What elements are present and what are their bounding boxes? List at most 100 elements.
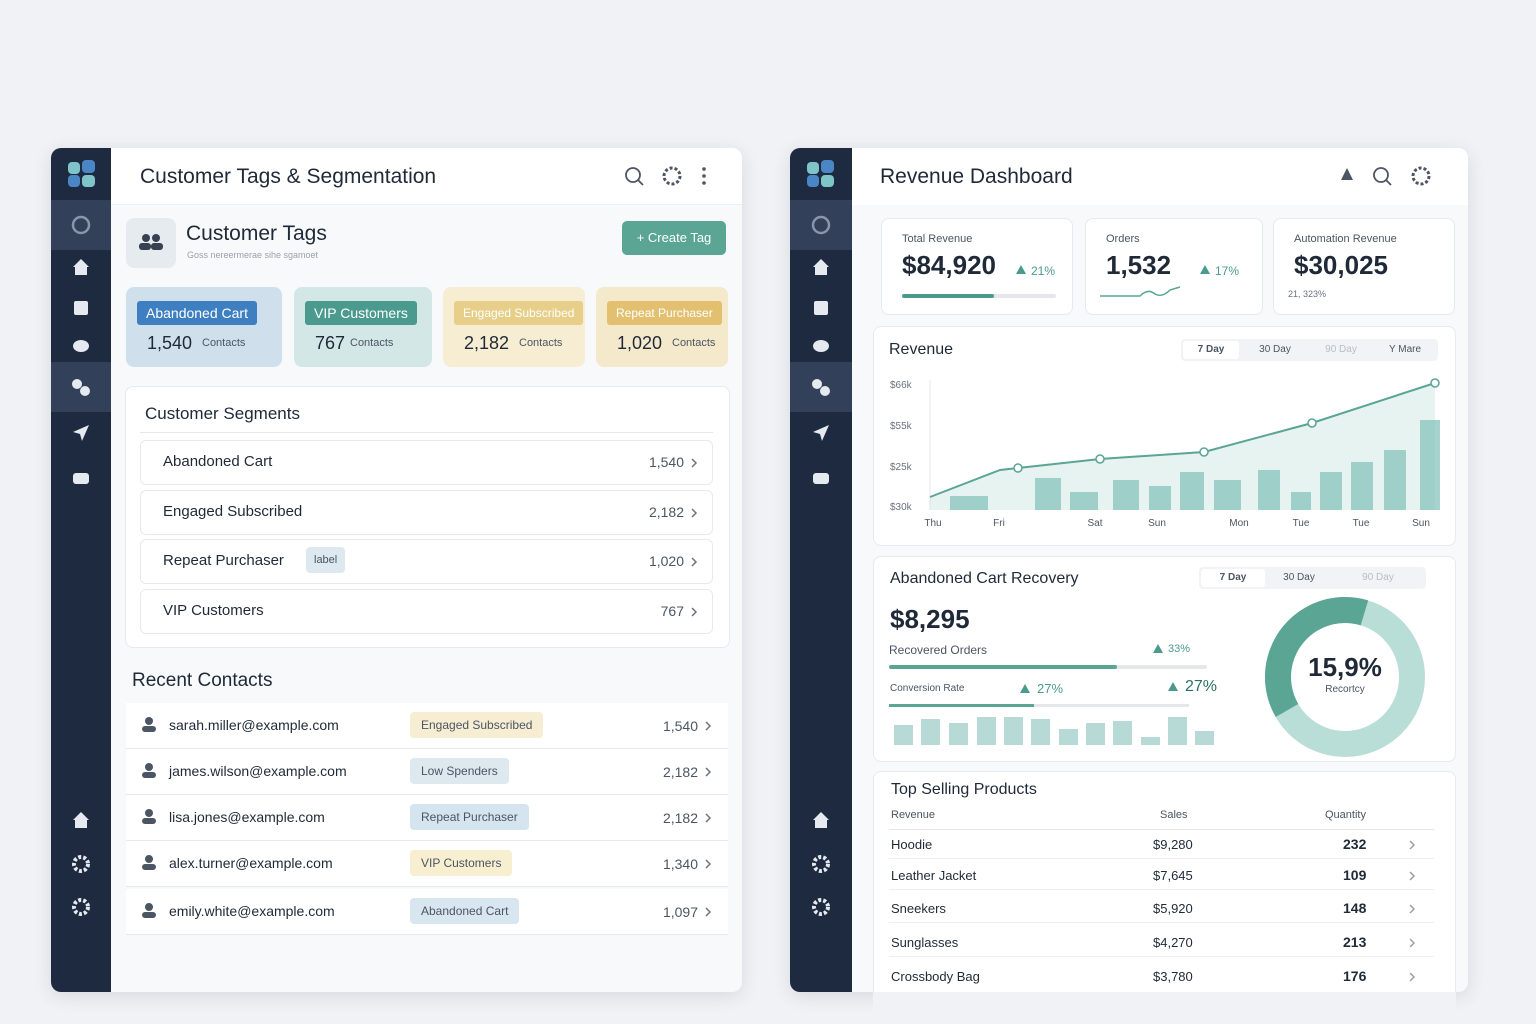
recovery-card	[873, 556, 1456, 762]
revenue-bar	[1180, 472, 1204, 510]
segment-row[interactable]	[140, 539, 713, 584]
tag-label: Repeat Purchaser	[607, 301, 722, 325]
sidebar-active-item	[790, 200, 852, 250]
chevron-path	[691, 458, 698, 468]
recovery-title: Abandoned Cart Recovery	[890, 570, 1079, 587]
icon-shape	[814, 301, 828, 315]
create-tag-button[interactable]: + Create Tag	[622, 221, 726, 255]
segment-count: 2,182	[648, 503, 684, 520]
more-icon	[702, 174, 706, 178]
person-icon	[142, 763, 156, 778]
donut-value: 15,9%	[1308, 652, 1382, 682]
icon-shape	[811, 215, 831, 235]
segment-name: VIP Customers	[163, 601, 264, 619]
logo-part	[821, 160, 834, 173]
product-quantity: 109	[1343, 867, 1367, 883]
product-sales: $7,645	[1153, 868, 1193, 883]
segment-count: 1,540	[648, 454, 684, 470]
revenue-bar	[1420, 420, 1440, 510]
chevron-path	[705, 907, 712, 917]
revenue-plot	[929, 378, 1440, 510]
users-icon	[139, 234, 163, 250]
icon-shape	[812, 898, 830, 916]
kpi-change: 17%	[1215, 264, 1240, 278]
tag-unit: Contacts	[672, 337, 716, 349]
logo	[68, 160, 95, 187]
kpi-label: Total Revenue	[902, 233, 973, 245]
tag-label: Abandoned Cart	[137, 301, 257, 325]
contact-email: lisa.jones@example.com	[169, 809, 325, 825]
mini-bar	[1113, 721, 1132, 745]
product-quantity: 213	[1343, 934, 1367, 950]
tag-card[interactable]	[126, 287, 282, 367]
contact-email: sarah.miller@example.com	[169, 717, 339, 733]
icon-shape	[813, 259, 829, 275]
mini-bar	[949, 723, 968, 745]
range-tab[interactable]: Y Mare	[1388, 344, 1422, 355]
person-shape	[142, 912, 156, 918]
kpi-note: 21, 323%	[1288, 289, 1327, 299]
revenue-point	[1430, 378, 1440, 388]
logo-part	[821, 175, 834, 187]
chevron-path	[691, 606, 698, 617]
progress-fill	[902, 294, 994, 298]
users-shape	[152, 234, 160, 242]
range-tab[interactable]: 7 Day	[1219, 572, 1247, 583]
range-tab[interactable]: 90 Day	[1325, 344, 1357, 355]
segment-row[interactable]	[140, 489, 713, 535]
product-name: Leather Jacket	[891, 868, 977, 883]
chevron-path	[1409, 972, 1416, 982]
tag-card[interactable]	[443, 287, 585, 367]
range-tab[interactable]: 30 Day	[1283, 572, 1315, 583]
icon-shape	[74, 301, 88, 315]
search-icon	[1373, 167, 1389, 183]
column-header: Sales	[1160, 809, 1188, 821]
range-tab[interactable]: 30 Day	[1259, 344, 1291, 355]
contact-email: emily.white@example.com	[169, 903, 335, 919]
tag-unit: Contacts	[202, 337, 246, 349]
icon-shape	[72, 379, 82, 389]
range-tab[interactable]: 90 Day	[1362, 572, 1394, 583]
icon-shape	[813, 473, 829, 484]
tag-card[interactable]	[294, 287, 432, 367]
chevron-path	[1409, 871, 1416, 881]
revenue-point	[1307, 418, 1317, 428]
icon-shape	[80, 386, 90, 396]
person-icon	[142, 903, 156, 918]
progress-fill	[889, 704, 1034, 707]
recovered-change: 33%	[1168, 643, 1191, 655]
contact-row[interactable]	[126, 703, 728, 749]
x-axis-label: Tue	[1292, 518, 1310, 529]
revenue-point	[1095, 454, 1105, 464]
person-shape	[142, 772, 156, 778]
search-icon	[625, 167, 641, 183]
segment-row[interactable]	[140, 440, 713, 485]
chevron	[691, 507, 698, 518]
person-icon	[142, 717, 156, 732]
revenue-bar	[1351, 462, 1373, 510]
range-tab[interactable]: 7 Day	[1197, 344, 1225, 355]
person-shape	[145, 809, 153, 817]
logo-part	[82, 175, 95, 187]
chevron	[705, 813, 712, 823]
product-sales: $4,270	[1153, 935, 1193, 950]
conversion-change: 27%	[1037, 681, 1064, 696]
section-title: Customer Tags	[186, 222, 327, 245]
sidebar-icon	[813, 259, 829, 275]
mini-bar	[977, 717, 996, 745]
conversion-label: Conversion Rate	[890, 683, 965, 694]
icon-shape	[73, 259, 89, 275]
donut	[1265, 597, 1425, 758]
product-name: Crossbody Bag	[891, 969, 980, 984]
tags-icon-box	[126, 218, 176, 268]
person-shape	[142, 864, 156, 870]
mini-bar	[1141, 737, 1160, 745]
tag-card[interactable]	[596, 287, 728, 367]
segment-row[interactable]	[140, 588, 713, 634]
person-shape	[145, 763, 153, 771]
kpi-change: 21%	[1031, 264, 1056, 278]
tag-label: VIP Customers	[305, 301, 417, 325]
chevron-path	[691, 507, 698, 518]
person-shape	[142, 818, 156, 824]
